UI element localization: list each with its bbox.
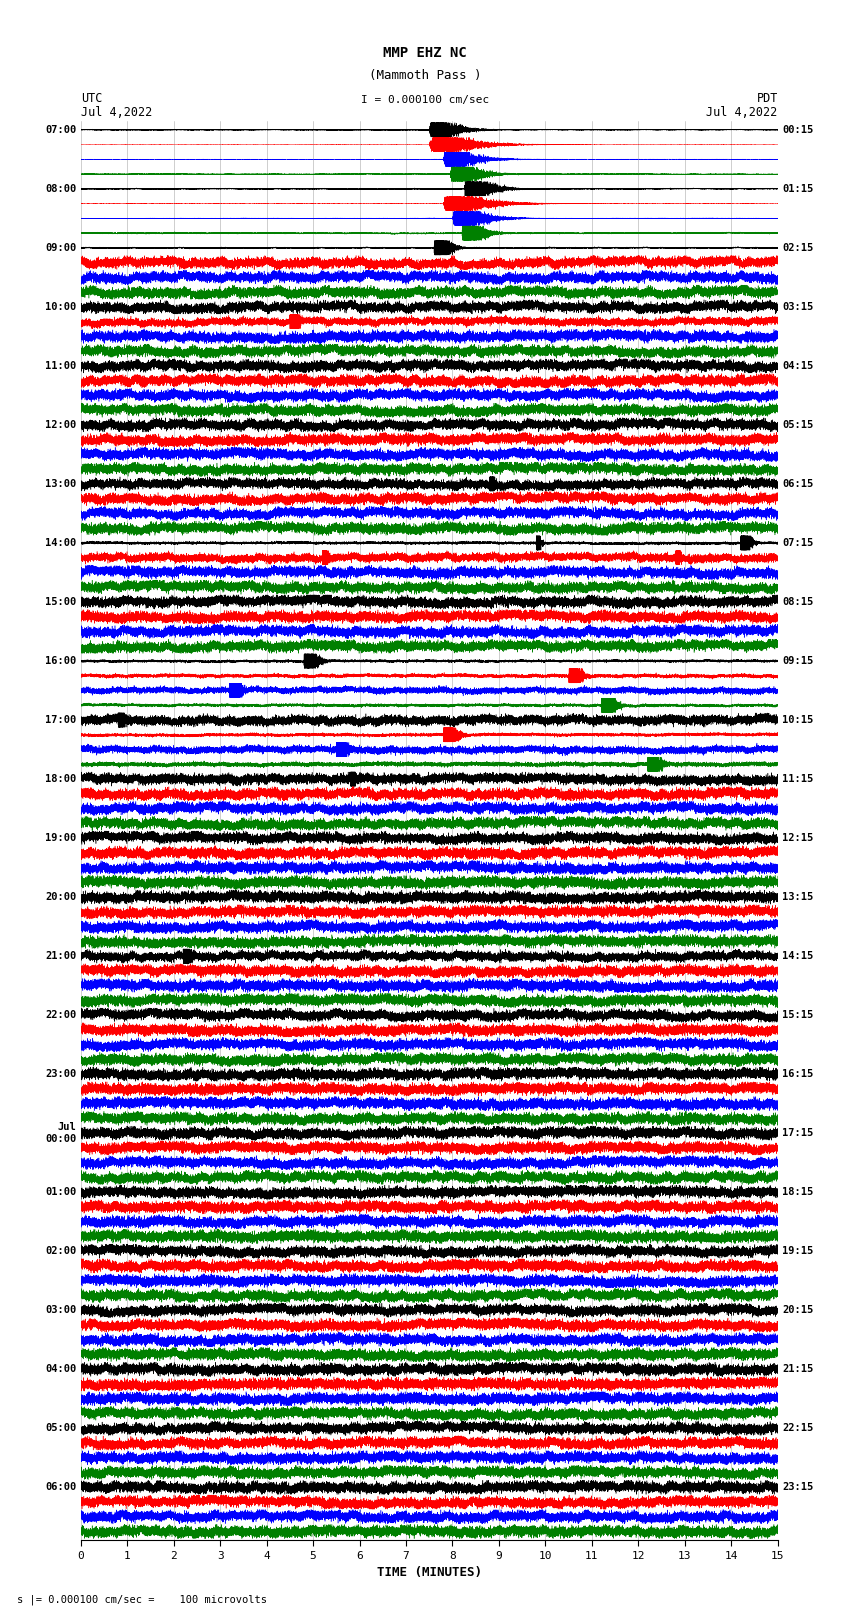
Text: 09:15: 09:15: [782, 656, 813, 666]
Text: 12:00: 12:00: [45, 419, 76, 431]
Text: 06:15: 06:15: [782, 479, 813, 489]
Text: 02:15: 02:15: [782, 244, 813, 253]
Text: 22:15: 22:15: [782, 1423, 813, 1434]
Text: 15:15: 15:15: [782, 1010, 813, 1019]
Text: 19:00: 19:00: [45, 832, 76, 844]
Text: 04:15: 04:15: [782, 361, 813, 371]
Text: 01:00: 01:00: [45, 1187, 76, 1197]
Text: 18:15: 18:15: [782, 1187, 813, 1197]
Text: 21:15: 21:15: [782, 1365, 813, 1374]
Text: 17:15: 17:15: [782, 1127, 813, 1139]
Text: 19:15: 19:15: [782, 1247, 813, 1257]
Text: 20:00: 20:00: [45, 892, 76, 902]
Text: 13:00: 13:00: [45, 479, 76, 489]
Text: Jul 4,2022: Jul 4,2022: [706, 106, 778, 119]
Text: 21:00: 21:00: [45, 952, 76, 961]
Text: 23:15: 23:15: [782, 1482, 813, 1492]
Text: I = 0.000100 cm/sec: I = 0.000100 cm/sec: [361, 95, 489, 105]
Text: 10:00: 10:00: [45, 302, 76, 311]
Text: s |= 0.000100 cm/sec =    100 microvolts: s |= 0.000100 cm/sec = 100 microvolts: [17, 1594, 267, 1605]
Text: 18:00: 18:00: [45, 774, 76, 784]
Text: 16:15: 16:15: [782, 1069, 813, 1079]
Text: 04:00: 04:00: [45, 1365, 76, 1374]
Text: Jul 4,2022: Jul 4,2022: [81, 106, 152, 119]
Text: 11:15: 11:15: [782, 774, 813, 784]
Text: 08:00: 08:00: [45, 184, 76, 194]
Text: 17:00: 17:00: [45, 715, 76, 724]
Text: (Mammoth Pass ): (Mammoth Pass ): [369, 69, 481, 82]
Text: 13:15: 13:15: [782, 892, 813, 902]
Text: 23:00: 23:00: [45, 1069, 76, 1079]
Text: 20:15: 20:15: [782, 1305, 813, 1315]
Text: 07:00: 07:00: [45, 124, 76, 135]
Text: 14:00: 14:00: [45, 539, 76, 548]
Text: 03:00: 03:00: [45, 1305, 76, 1315]
Text: 22:00: 22:00: [45, 1010, 76, 1019]
Text: 14:15: 14:15: [782, 952, 813, 961]
Text: 09:00: 09:00: [45, 244, 76, 253]
Text: 07:15: 07:15: [782, 539, 813, 548]
Text: PDT: PDT: [756, 92, 778, 105]
Text: 01:15: 01:15: [782, 184, 813, 194]
Text: 03:15: 03:15: [782, 302, 813, 311]
Text: Jul
00:00: Jul 00:00: [45, 1123, 76, 1144]
Text: 02:00: 02:00: [45, 1247, 76, 1257]
Text: 05:00: 05:00: [45, 1423, 76, 1434]
Text: 08:15: 08:15: [782, 597, 813, 606]
Text: 12:15: 12:15: [782, 832, 813, 844]
Text: 05:15: 05:15: [782, 419, 813, 431]
Text: 11:00: 11:00: [45, 361, 76, 371]
Text: MMP EHZ NC: MMP EHZ NC: [383, 45, 467, 60]
Text: UTC: UTC: [81, 92, 102, 105]
Text: 15:00: 15:00: [45, 597, 76, 606]
Text: 10:15: 10:15: [782, 715, 813, 724]
X-axis label: TIME (MINUTES): TIME (MINUTES): [377, 1566, 482, 1579]
Text: 06:00: 06:00: [45, 1482, 76, 1492]
Text: 16:00: 16:00: [45, 656, 76, 666]
Text: 00:15: 00:15: [782, 124, 813, 135]
